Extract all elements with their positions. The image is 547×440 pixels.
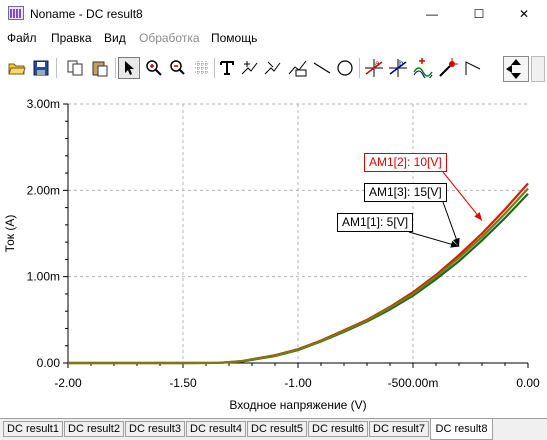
annotation-am1-1[interactable]: AM1[1]: 5[V]	[337, 213, 414, 232]
step-icon[interactable]	[462, 57, 484, 79]
minimize-icon: —	[426, 7, 438, 21]
result-tabs: DC result1 DC result2 DC result3 DC resu…	[0, 418, 547, 440]
zoom-in-icon[interactable]	[143, 57, 165, 79]
cursor-follow-icon[interactable]	[262, 57, 284, 79]
tab-dc-result4[interactable]: DC result4	[186, 421, 246, 437]
add-curve-icon[interactable]	[412, 57, 434, 79]
annotation-arrowhead	[452, 237, 460, 247]
cursor-b-icon[interactable]: b	[387, 57, 409, 79]
tab-dc-result5[interactable]: DC result5	[247, 421, 307, 437]
tab-dc-result1[interactable]: DC result1	[3, 421, 63, 437]
svg-text:a: a	[375, 59, 380, 68]
x-tick-label: -500.00m	[388, 376, 439, 390]
annotation-am1-3[interactable]: AM1[3]: 15[V]	[364, 183, 447, 202]
toolbar-separator	[56, 58, 57, 78]
plot-area[interactable]: -2.00 -1.50 -1.00 -500.00m 0.00 0.00 1.00m 2.00…	[0, 90, 547, 418]
y-tick-label: 2.00m	[27, 183, 60, 197]
toolbar-separator	[359, 58, 360, 78]
maximize-icon: ☐	[473, 7, 485, 21]
tab-dc-result2[interactable]: DC result2	[64, 421, 124, 437]
annotation-arrowhead	[474, 212, 482, 221]
close-button[interactable]: ✕	[501, 0, 547, 28]
table-icon[interactable]	[287, 57, 309, 79]
x-axis-label: Входное напряжение (V)	[229, 398, 366, 412]
cursor-fit-icon[interactable]	[239, 57, 261, 79]
scroll-icon[interactable]	[503, 56, 529, 82]
toolbar: a b	[0, 52, 547, 88]
annotation-pointer	[442, 171, 483, 221]
paste-icon[interactable]	[89, 57, 111, 79]
close-icon: ✕	[518, 7, 530, 21]
menu-view[interactable]: Вид	[104, 31, 126, 45]
line-icon[interactable]	[311, 57, 333, 79]
toolbar-separator	[214, 58, 215, 78]
menu-help[interactable]: Помощь	[211, 31, 258, 45]
grid-icon[interactable]	[191, 57, 213, 79]
app-icon	[8, 6, 24, 20]
probe-icon[interactable]	[437, 57, 459, 79]
open-folder-icon[interactable]	[6, 57, 28, 79]
x-tick-label: -1.50	[169, 376, 197, 390]
annotation-arrowhead	[450, 240, 459, 248]
toolbar-overflow[interactable]	[531, 56, 545, 82]
tab-dc-result8[interactable]: DC result8	[430, 419, 493, 440]
tab-dc-result3[interactable]: DC result3	[125, 421, 185, 437]
window-title: Noname - DC result8	[30, 7, 143, 21]
menu-edit[interactable]: Правка	[51, 31, 92, 45]
svg-text:b: b	[399, 59, 404, 68]
save-icon[interactable]	[30, 57, 52, 79]
minimize-button[interactable]: —	[409, 0, 455, 28]
text-icon[interactable]	[216, 57, 238, 79]
annotation-pointer	[408, 231, 460, 247]
tab-dc-result7[interactable]: DC result7	[369, 421, 429, 437]
menu-file[interactable]: Файл	[7, 31, 37, 45]
circle-icon[interactable]	[334, 57, 356, 79]
maximize-button[interactable]: ☐	[456, 0, 502, 28]
zoom-100-icon[interactable]	[167, 57, 189, 79]
x-tick-label: 0.00	[516, 376, 540, 390]
y-tick-label: 3.00m	[27, 97, 60, 111]
title-bar: Noname - DC result8 — ☐ ✕	[0, 0, 547, 28]
toolbar-separator	[115, 58, 116, 78]
chart-svg[interactable]: -2.00 -1.50 -1.00 -500.00m 0.00 0.00 1.00m 2.00…	[0, 90, 547, 418]
y-axis-label: Ток (A)	[3, 215, 17, 253]
y-tick-label: 1.00m	[27, 270, 60, 284]
y-tick-label: 0.00	[37, 356, 61, 370]
cursor-a-icon[interactable]: a	[363, 57, 385, 79]
copy-icon[interactable]	[64, 57, 86, 79]
menu-bar: Файл Правка Вид Обработка Помощь	[0, 28, 547, 48]
series-line-3	[68, 187, 529, 365]
annotation-am1-2[interactable]: AM1[2]: 10[V]	[364, 153, 447, 172]
tab-dc-result6[interactable]: DC result6	[308, 421, 368, 437]
pointer-icon[interactable]	[118, 57, 140, 79]
x-tick-label: -2.00	[54, 376, 82, 390]
menu-process[interactable]: Обработка	[139, 31, 200, 45]
x-tick-label: -1.00	[284, 376, 312, 390]
